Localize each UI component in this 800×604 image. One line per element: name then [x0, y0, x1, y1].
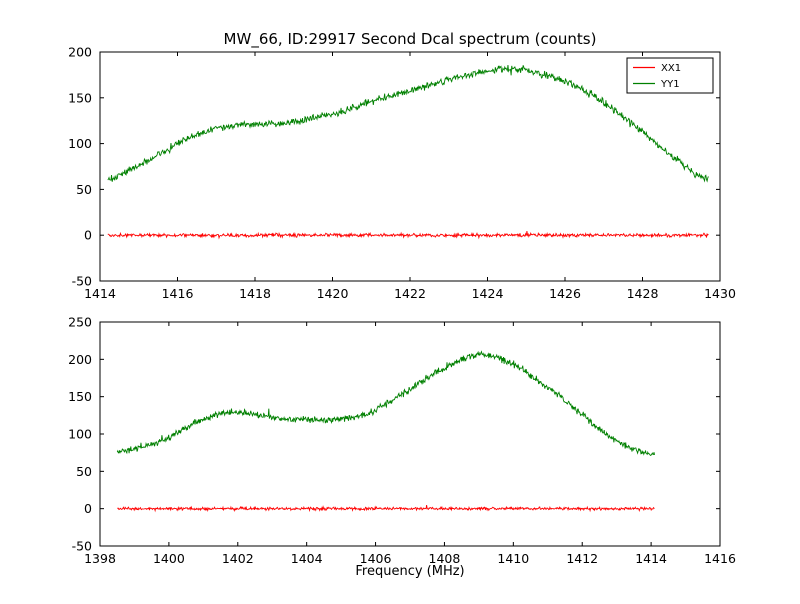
legend-box — [626, 57, 714, 94]
x-tick-label: 1426 — [549, 286, 581, 301]
legend-label-yy1: YY1 — [660, 79, 680, 90]
y-tick-label: 200 — [68, 352, 92, 367]
top-chart: 1414 1416 1418 1420 1422 1424 1426 1428 1430 -50 0… — [68, 45, 736, 302]
series-yy1 — [107, 64, 709, 183]
x-tick-label: 1416 — [704, 551, 736, 566]
legend-label-xx1: XX1 — [661, 63, 681, 74]
y-tick-label: 100 — [68, 136, 92, 151]
y-tick-label: 50 — [76, 182, 92, 197]
x-tick-label: 1398 — [84, 551, 116, 566]
x-tick-label: 1420 — [317, 286, 349, 301]
x-tick-label: 1408 — [429, 551, 461, 566]
y-tick-label: -50 — [72, 274, 92, 289]
y-tick-label: 150 — [68, 389, 92, 404]
chart-title: MW_66, ID:29917 Second Dcal spectrum (co… — [224, 30, 597, 49]
x-tick-label: 1410 — [497, 551, 529, 566]
y-tick-label: 50 — [76, 464, 92, 479]
x-tick-label: 1428 — [627, 286, 659, 301]
legend-entry-yy1: YY1 — [633, 79, 680, 90]
y-tick-label: 150 — [68, 90, 92, 105]
x-tick-label: 1424 — [472, 286, 504, 301]
x-axis-label: Frequency (MHz) — [355, 564, 464, 579]
x-tick-label: 1430 — [704, 286, 736, 301]
series-xx1 — [107, 230, 709, 240]
y-tick-label: 0 — [84, 501, 92, 516]
bottom-chart: 1398 1400 1402 1404 1406 1408 1410 1412 1414 1416… — [68, 315, 736, 567]
series-xx1 — [117, 504, 655, 513]
x-tick-label: 1406 — [360, 551, 392, 566]
x-tick-label: 1422 — [394, 286, 426, 301]
y-tick-label: 200 — [68, 45, 92, 60]
series-yy1 — [116, 350, 656, 456]
x-tick-label: 1416 — [162, 286, 194, 301]
legend: XX1 YY1 — [626, 57, 714, 94]
x-tick-label: 1402 — [222, 551, 254, 566]
x-tick-label: 1414 — [84, 286, 116, 301]
y-tick-label: 250 — [68, 315, 92, 330]
x-tick-label: 1400 — [153, 551, 185, 566]
x-tick-label: 1404 — [291, 551, 323, 566]
y-tick-label: -50 — [72, 539, 92, 554]
y-tick-label: 0 — [84, 228, 92, 243]
x-tick-label: 1412 — [566, 551, 598, 566]
y-tick-label: 100 — [68, 427, 92, 442]
legend-entry-xx1: XX1 — [633, 63, 681, 74]
x-tick-label: 1414 — [635, 551, 667, 566]
x-tick-label: 1418 — [239, 286, 271, 301]
